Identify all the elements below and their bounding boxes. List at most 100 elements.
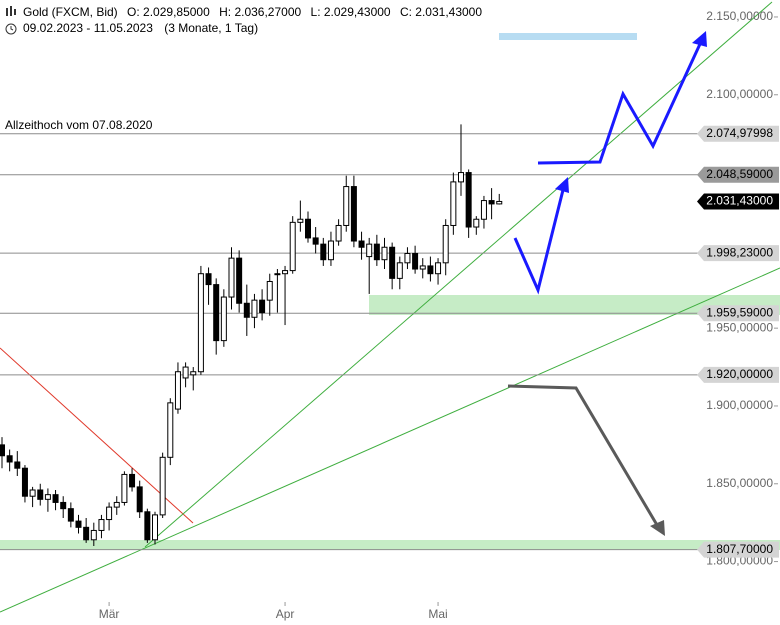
candle-body (305, 218, 311, 239)
candle-body (473, 218, 480, 228)
candle-body (174, 371, 181, 410)
candle-body (358, 240, 365, 248)
candle-body (320, 243, 327, 261)
y-tick-label: 1.950,00000 (706, 320, 773, 334)
candle-body (488, 200, 495, 205)
clock-icon (10, 26, 14, 31)
x-tick-label: Mai (428, 607, 447, 621)
candle-body (90, 529, 97, 541)
level-label-box (697, 366, 779, 383)
scenario-arrow (537, 43, 702, 165)
candle-body (67, 508, 74, 522)
candle-body (289, 221, 296, 272)
candle-body (343, 186, 350, 226)
support-zone (0, 540, 780, 550)
candle-body (83, 526, 90, 541)
candle-body (129, 473, 136, 488)
candle-body (259, 299, 266, 314)
candle-body (197, 273, 204, 373)
candle-body (14, 461, 21, 469)
candle-body (266, 280, 273, 301)
annotation: Allzeithoch vom 07.08.2020 (5, 118, 153, 132)
scenario-arrow (507, 384, 659, 526)
y-tick-label: 2.150,00000 (706, 9, 773, 23)
level-label: 2.074,97998 (706, 126, 773, 140)
candle-body (458, 172, 464, 183)
candle-body (37, 489, 44, 500)
price-axis: 2.150,00000 2.100,00000 1.950,00000 1.900,0… (99, 9, 779, 621)
y-tick-label: 2.100,00000 (706, 87, 773, 101)
candle-body (98, 519, 105, 531)
candle-body (373, 243, 380, 261)
candle-body (480, 200, 487, 220)
level-label-box (697, 541, 779, 558)
candle-body (297, 218, 304, 223)
level-label: 2.048,59000 (706, 167, 773, 181)
y-tick-label: 1.850,00000 (706, 476, 773, 490)
candle-body (404, 252, 411, 264)
candle-body (251, 299, 258, 318)
candle-body (60, 501, 67, 510)
symbol-icon (6, 6, 16, 16)
candle-body (21, 467, 28, 497)
candle-body (496, 200, 503, 205)
candle-body (136, 486, 143, 513)
arrow-head (555, 177, 569, 193)
candle-body (236, 257, 243, 304)
candle-body (396, 262, 403, 279)
candle-body (282, 270, 289, 275)
level-label-box (697, 125, 779, 142)
candle-body (0, 444, 5, 457)
candle-body (366, 243, 373, 258)
date-range: 09.02.2023 - 11.05.2023 (3 Monate, 1 Tag… (23, 21, 258, 35)
candle-body (465, 172, 472, 228)
candle-body (312, 237, 319, 245)
candle-body (274, 273, 281, 276)
candle-body (29, 489, 36, 497)
scenario-arrow (513, 189, 565, 295)
level-label-box (697, 166, 779, 183)
levels (0, 133, 700, 551)
arrow-head (650, 520, 665, 536)
candle-body (220, 296, 227, 342)
candle-body (327, 240, 334, 261)
target-zone (499, 33, 637, 40)
candle-body (75, 520, 82, 528)
level-label: 1.998,23000 (706, 245, 773, 259)
candle-body (167, 402, 174, 458)
level-label-box (697, 193, 779, 210)
range: 09.02.2023 - 11.05.2023 (23, 21, 153, 35)
candle-body (381, 246, 388, 261)
candles (0, 124, 503, 547)
level-label: 1.959,59000 (706, 305, 773, 319)
candle-body (442, 224, 449, 264)
candle-body (350, 186, 357, 242)
y-tick-label: 1.900,00000 (706, 398, 773, 412)
candle-body (52, 494, 59, 503)
level-label: 2.031,43000 (706, 194, 773, 208)
candle-body (159, 456, 166, 516)
x-tick-label: Mär (99, 607, 120, 621)
ohlc-low: L: 2.029,43000 (311, 5, 391, 19)
candle-body (6, 455, 13, 463)
x-tick-label: Apr (276, 607, 295, 621)
candle-body (205, 273, 212, 286)
candle-body (44, 494, 51, 500)
candle-body (243, 302, 250, 318)
candle-body (152, 514, 158, 541)
candle-body (144, 511, 151, 541)
candle-body (213, 284, 220, 342)
level-label: 1.920,00000 (706, 367, 773, 381)
candle-body (435, 262, 442, 275)
candle-body (190, 371, 197, 376)
trend-line (144, 1, 773, 548)
candle-body (182, 366, 189, 379)
candle-body (419, 265, 426, 270)
ohlc-open: O: 2.029,85000 (127, 5, 210, 19)
candle-body (389, 246, 396, 279)
clock-icon (5, 23, 17, 35)
level-label: 1.807,70000 (706, 542, 773, 556)
instrument: Gold (FXCM, Bid) (23, 5, 118, 19)
candle-body (228, 257, 235, 298)
